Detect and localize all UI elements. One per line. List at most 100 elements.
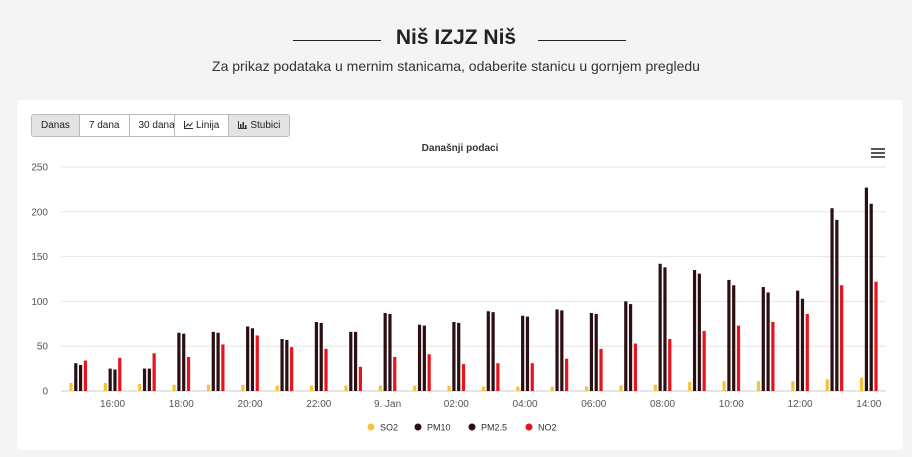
bar-no2-0900[interactable] xyxy=(702,330,706,391)
line-type-button[interactable]: Linija xyxy=(175,115,230,136)
legend-item-pm25[interactable]: PM2.5 xyxy=(468,423,508,433)
bar-no2-0000[interactable] xyxy=(393,356,397,391)
bar-pm10-2000[interactable] xyxy=(246,326,250,391)
range-30-days-button[interactable]: 30 dana xyxy=(129,115,184,136)
bar-pm25-0600[interactable] xyxy=(594,313,598,391)
bar-pm25-1800[interactable] xyxy=(182,333,186,391)
bar-so2-1100[interactable] xyxy=(756,381,761,391)
bar-pm25-1400[interactable] xyxy=(869,203,873,391)
bar-no2-1000[interactable] xyxy=(736,325,741,391)
bar-pm25-1700[interactable] xyxy=(147,368,151,391)
bar-no2-1600[interactable] xyxy=(118,357,122,391)
bar-pm25-2300[interactable] xyxy=(353,331,358,391)
range-7-days-button[interactable]: 7 dana xyxy=(79,115,130,136)
bar-no2-0700[interactable] xyxy=(633,343,637,391)
bar-no2-2200[interactable] xyxy=(324,348,328,391)
bar-pm10-0200[interactable] xyxy=(452,322,456,391)
bar-so2-1000[interactable] xyxy=(722,381,726,391)
bar-pm25-0100[interactable] xyxy=(422,325,426,391)
bar-so2-0400[interactable] xyxy=(516,386,520,391)
bar-no2-0400[interactable] xyxy=(530,363,534,391)
bar-so2-0000[interactable] xyxy=(378,385,382,391)
bar-so2-1500[interactable] xyxy=(69,382,73,391)
bar-no2-0800[interactable] xyxy=(668,339,672,391)
range-today-button[interactable]: Danas xyxy=(32,115,80,136)
bar-pm10-1500[interactable] xyxy=(74,363,78,391)
bar-no2-2100[interactable] xyxy=(290,347,294,391)
bar-no2-0100[interactable] xyxy=(427,354,431,391)
bar-pm25-1500[interactable] xyxy=(78,365,83,391)
bar-no2-1900[interactable] xyxy=(221,344,225,391)
bar-no2-1800[interactable] xyxy=(186,356,191,391)
legend-item-no2[interactable]: NO2 xyxy=(525,423,557,433)
bar-pm10-0700[interactable] xyxy=(624,301,628,391)
bar-pm25-0500[interactable] xyxy=(560,310,564,391)
bar-pm10-1300[interactable] xyxy=(830,208,834,391)
bar-type-button[interactable]: Stubici xyxy=(229,115,290,136)
bar-pm10-0400[interactable] xyxy=(521,315,525,391)
bar-no2-2300[interactable] xyxy=(358,366,362,391)
bar-no2-1300[interactable] xyxy=(840,285,844,391)
bar-pm25-0800[interactable] xyxy=(663,267,667,391)
bar-so2-1800[interactable] xyxy=(172,384,176,391)
bar-so2-2100[interactable] xyxy=(275,385,279,391)
bar-pm10-1700[interactable] xyxy=(142,368,147,391)
bar-no2-1400[interactable] xyxy=(874,281,878,391)
bar-so2-0200[interactable] xyxy=(447,385,451,391)
bar-no2-1200[interactable] xyxy=(805,313,809,391)
bar-so2-1200[interactable] xyxy=(791,381,795,391)
bar-pm25-0200[interactable] xyxy=(457,322,461,391)
bar-so2-0800[interactable] xyxy=(653,384,657,391)
bar-so2-0600[interactable] xyxy=(585,386,589,391)
bar-pm10-2200[interactable] xyxy=(314,322,319,391)
bar-so2-0500[interactable] xyxy=(550,386,554,391)
bar-pm10-0600[interactable] xyxy=(589,313,594,391)
bar-no2-0600[interactable] xyxy=(599,348,603,391)
bar-pm25-2200[interactable] xyxy=(319,322,323,391)
bar-pm25-0900[interactable] xyxy=(697,273,701,391)
bar-so2-0300[interactable] xyxy=(481,386,486,391)
bar-so2-1400[interactable] xyxy=(860,377,864,391)
legend-item-pm10[interactable]: PM10 xyxy=(414,423,451,433)
bar-pm10-1000[interactable] xyxy=(727,279,731,391)
bar-pm10-2100[interactable] xyxy=(280,339,284,391)
bar-pm10-0100[interactable] xyxy=(417,324,422,391)
bar-no2-1500[interactable] xyxy=(83,360,87,391)
bar-pm25-1100[interactable] xyxy=(766,292,770,391)
bar-pm25-2000[interactable] xyxy=(250,328,255,391)
bar-so2-2200[interactable] xyxy=(310,385,314,391)
bar-no2-1100[interactable] xyxy=(771,322,775,391)
bar-pm25-0400[interactable] xyxy=(525,316,530,391)
bar-pm10-1100[interactable] xyxy=(761,287,765,391)
hamburger-menu-icon[interactable] xyxy=(871,148,885,158)
bar-no2-0300[interactable] xyxy=(496,363,500,391)
bar-pm10-2300[interactable] xyxy=(349,331,353,391)
bar-pm25-0300[interactable] xyxy=(491,312,495,391)
bar-pm10-1200[interactable] xyxy=(796,290,800,391)
bar-so2-2300[interactable] xyxy=(344,385,348,391)
bar-so2-0700[interactable] xyxy=(619,385,623,391)
bar-pm10-0300[interactable] xyxy=(486,311,490,391)
bar-so2-0100[interactable] xyxy=(413,385,417,391)
bar-pm25-2100[interactable] xyxy=(285,339,289,391)
bar-so2-1600[interactable] xyxy=(103,382,107,391)
bar-pm10-0800[interactable] xyxy=(658,263,662,391)
bar-no2-1700[interactable] xyxy=(152,353,156,391)
bar-pm25-1000[interactable] xyxy=(732,285,736,391)
bar-no2-2000[interactable] xyxy=(255,335,259,391)
bar-pm25-1600[interactable] xyxy=(113,369,117,392)
bar-pm10-0000[interactable] xyxy=(383,313,387,391)
bar-pm10-1800[interactable] xyxy=(177,332,181,391)
bar-pm25-1900[interactable] xyxy=(216,332,220,391)
bar-so2-1700[interactable] xyxy=(138,383,142,391)
bar-pm25-0700[interactable] xyxy=(628,304,633,391)
legend-item-so2[interactable]: SO2 xyxy=(367,423,399,433)
bar-pm10-0900[interactable] xyxy=(692,270,697,391)
bar-pm10-1600[interactable] xyxy=(108,368,112,391)
bar-so2-0900[interactable] xyxy=(688,382,692,391)
bar-pm10-1400[interactable] xyxy=(864,187,869,391)
bar-so2-1900[interactable] xyxy=(206,384,211,391)
bar-pm25-0000[interactable] xyxy=(388,313,392,391)
bar-so2-2000[interactable] xyxy=(241,384,245,391)
bar-pm25-1300[interactable] xyxy=(835,219,839,391)
